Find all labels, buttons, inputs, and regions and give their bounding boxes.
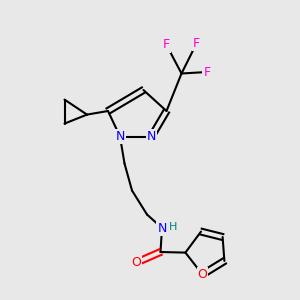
Text: O: O	[132, 256, 141, 269]
Text: H: H	[169, 222, 178, 232]
Text: N: N	[147, 130, 156, 143]
Text: O: O	[198, 268, 207, 281]
Text: F: F	[163, 38, 170, 52]
Text: N: N	[157, 221, 167, 235]
Text: F: F	[203, 65, 211, 79]
Text: F: F	[193, 37, 200, 50]
Text: N: N	[115, 130, 125, 143]
